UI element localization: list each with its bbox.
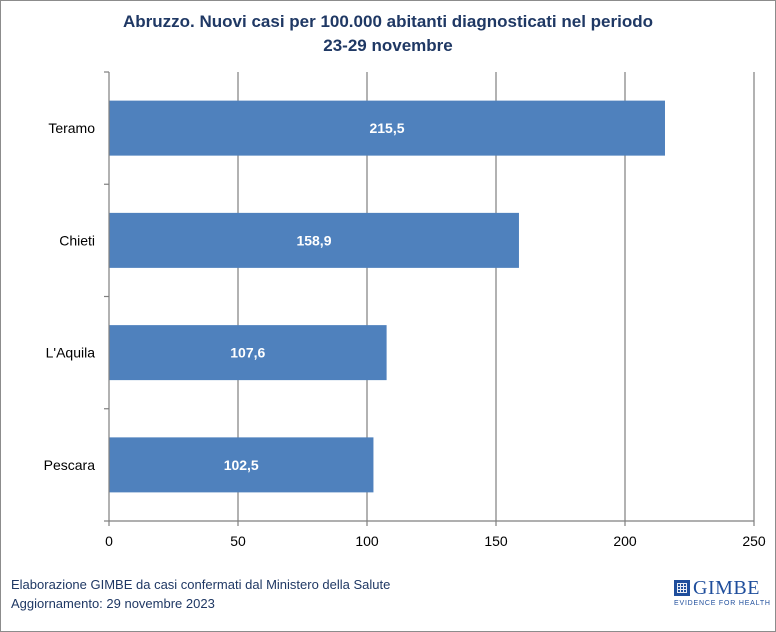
gimbe-logo-mark-icon (674, 580, 690, 596)
category-label-3: Pescara (44, 457, 96, 473)
gimbe-logo-name: GIMBE (693, 577, 760, 599)
chart-title-line2: 23-29 novembre (323, 36, 453, 55)
category-label-0: Teramo (48, 120, 95, 136)
source-note: Elaborazione GIMBE da casi confermati da… (11, 575, 390, 613)
x-tick-label-4: 200 (613, 533, 637, 549)
x-tick-label-2: 100 (355, 533, 379, 549)
category-label-1: Chieti (59, 232, 95, 248)
data-label-0: 215,5 (369, 120, 404, 136)
chart-title-line1: Abruzzo. Nuovi casi per 100.000 abitanti… (123, 12, 653, 31)
data-label-1: 158,9 (296, 232, 331, 248)
bar-2 (109, 325, 387, 381)
source-line: Elaborazione GIMBE da casi confermati da… (11, 577, 391, 592)
update-line: Aggiornamento: 29 novembre 2023 (11, 596, 215, 611)
data-label-3: 102,5 (224, 457, 259, 473)
bar-1 (109, 212, 519, 268)
bar-3 (109, 437, 374, 493)
x-tick-label-3: 150 (484, 533, 508, 549)
x-tick-label-5: 250 (742, 533, 766, 549)
gimbe-logo-tagline: EVIDENCE FOR HEALTH (674, 600, 771, 607)
chart-title: Abruzzo. Nuovi casi per 100.000 abitanti… (0, 10, 776, 58)
category-label-2: L'Aquila (46, 345, 96, 361)
x-tick-label-0: 0 (105, 533, 113, 549)
data-label-2: 107,6 (230, 345, 265, 361)
gimbe-logo: GIMBE EVIDENCE FOR HEALTH (674, 577, 770, 616)
x-tick-label-1: 50 (230, 533, 246, 549)
bar-0 (109, 100, 665, 156)
